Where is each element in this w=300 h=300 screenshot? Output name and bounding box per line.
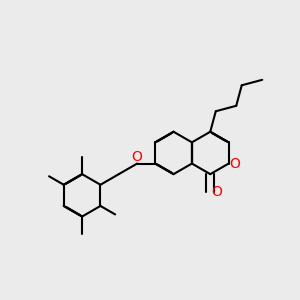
Text: O: O [132, 150, 142, 164]
Text: O: O [211, 185, 222, 199]
Text: O: O [230, 157, 241, 170]
